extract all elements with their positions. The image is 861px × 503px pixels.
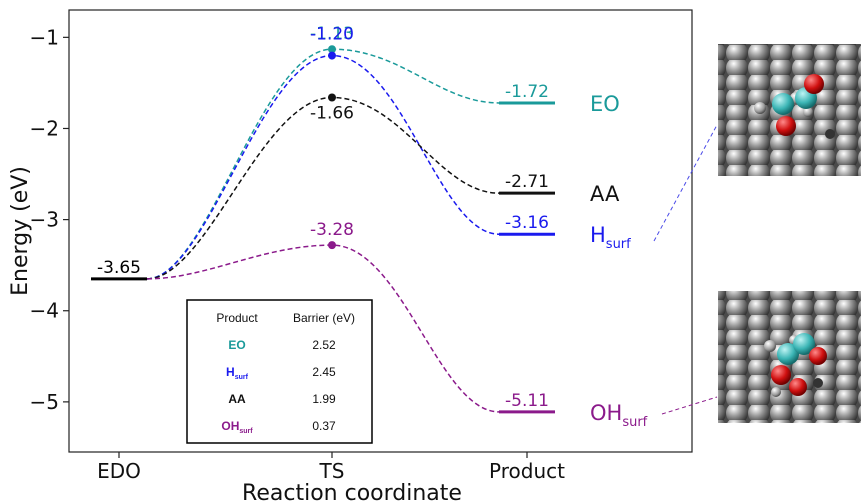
ts-point-oh <box>328 241 336 250</box>
y-tick-label: −5 <box>30 390 59 414</box>
x-tick-label: Product <box>489 459 565 483</box>
y-tick-label: −2 <box>30 116 59 140</box>
plot-area <box>68 9 693 453</box>
molecule-image-bottom <box>718 291 861 423</box>
ts-point-aa <box>328 93 336 102</box>
series-name-aa: AA <box>590 182 620 206</box>
series-name-h: Hsurf <box>590 223 631 252</box>
connector-line-hsurf <box>653 124 718 242</box>
product-label-h: -3.16 <box>505 213 549 233</box>
table-row-product: Hsurf <box>226 365 249 381</box>
y-tick-label: −3 <box>30 208 59 232</box>
series-name-oh: OHsurf <box>590 401 648 430</box>
ts-point-h <box>328 51 336 60</box>
barrier-table: Product Barrier (eV) EO 2.52 Hsurf 2.45 AA 1.99… <box>186 299 373 444</box>
y-axis-label: Energy (eV) <box>8 166 33 296</box>
series-labels: EO Hsurf AA OHsurf <box>590 92 648 430</box>
table-header-product: Product <box>216 311 258 325</box>
x-axis-ticks: EDO TS Product <box>97 452 565 483</box>
curve-aa <box>146 96 500 280</box>
table-border <box>186 299 373 444</box>
product-label-oh: -5.11 <box>505 391 549 411</box>
y-tick-label: −1 <box>30 25 59 49</box>
product-label-eo: -1.72 <box>505 82 549 102</box>
ts-label-oh: -3.28 <box>310 220 354 240</box>
x-tick-label: EDO <box>97 459 141 483</box>
table-row-barrier: 2.45 <box>312 365 336 379</box>
ts-point-eo <box>328 45 336 54</box>
ts-label-h: -1.20 <box>310 25 354 45</box>
y-tick-label: −4 <box>30 299 59 323</box>
energy-curves <box>146 45 500 413</box>
molecule-image-top <box>718 44 861 176</box>
x-axis-label: Reaction coordinate <box>242 481 462 503</box>
table-row-barrier: 2.52 <box>312 338 336 352</box>
product-label-aa: -2.71 <box>505 172 549 192</box>
energy-levels <box>91 101 555 414</box>
table-row-barrier: 0.37 <box>312 419 336 433</box>
x-tick-label: TS <box>319 459 345 483</box>
data-label-edo: -3.65 <box>97 258 141 278</box>
ts-label-eo: -1.13 <box>310 24 354 44</box>
table-row-barrier: 1.99 <box>312 392 336 406</box>
y-axis-ticks: −1 −2 −3 −4 −5 <box>30 25 69 414</box>
curve-eo <box>146 48 500 280</box>
table-row-product: AA <box>228 392 246 406</box>
table-row-product: EO <box>228 338 245 352</box>
curve-oh <box>146 244 500 413</box>
data-labels: -3.65 -1.13 -1.72 -1.20 -3.16 -1.66 -2.71 -3.28… <box>97 24 549 411</box>
table-row-product: OHsurf <box>221 419 253 435</box>
table-header-barrier: Barrier (eV) <box>293 311 355 325</box>
ts-label-aa: -1.66 <box>310 103 354 123</box>
series-name-eo: EO <box>590 92 620 116</box>
connector-line-ohsurf <box>661 396 718 415</box>
